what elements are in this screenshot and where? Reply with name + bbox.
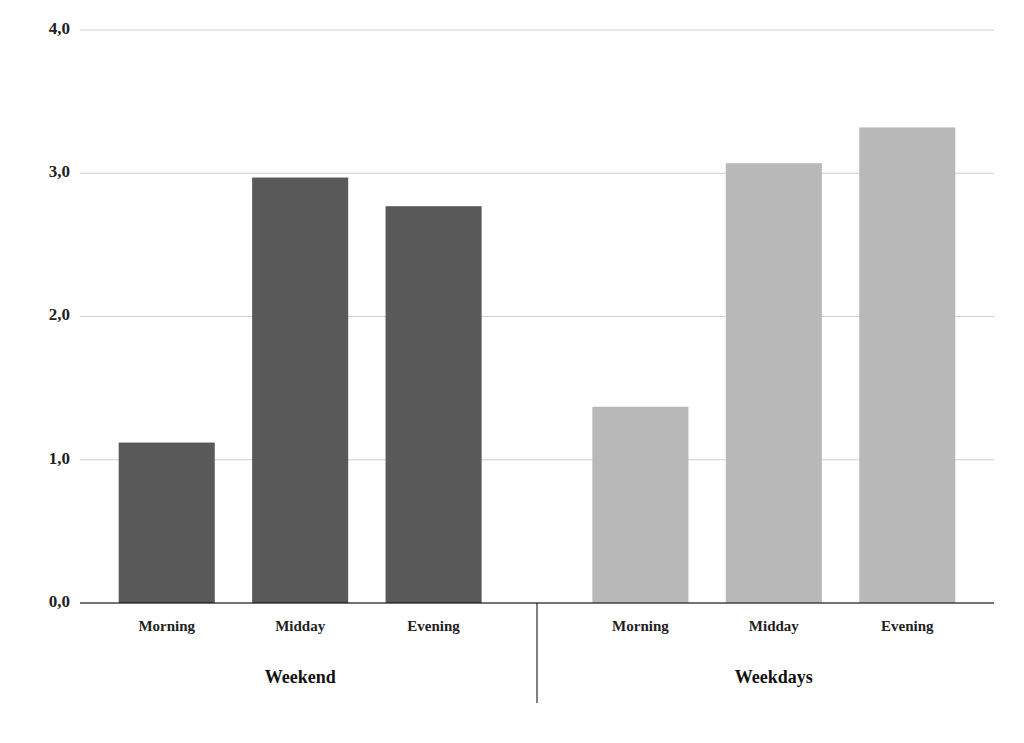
y-tick-label: 2,0	[49, 305, 70, 324]
y-tick-label: 1,0	[49, 449, 70, 468]
bar	[386, 206, 482, 603]
bar	[119, 443, 215, 603]
group-label: Weekend	[265, 667, 336, 687]
x-tick-label: Morning	[612, 618, 669, 634]
bar	[592, 407, 688, 603]
bars	[119, 127, 956, 603]
bar	[252, 178, 348, 603]
x-tick-label: Evening	[407, 618, 460, 634]
grid-line	[80, 173, 994, 174]
chart-container: 0,0 1,0 2,0 3,0 4,0 Morning Midday Evening Morni…	[0, 0, 1024, 743]
chart: 0,0 1,0 2,0 3,0 4,0 Morning Midday Evening Morni…	[0, 0, 1024, 743]
bar	[726, 163, 822, 603]
y-tick-label: 0,0	[49, 592, 70, 611]
grid	[80, 30, 994, 603]
group-separator	[537, 603, 538, 703]
x-tick-label: Midday	[275, 618, 326, 634]
x-tick-label: Evening	[881, 618, 934, 634]
y-tick-label: 4,0	[49, 19, 70, 38]
x-tick-label: Midday	[749, 618, 800, 634]
x-tick-label: Morning	[138, 618, 195, 634]
grid-line	[80, 316, 994, 317]
group-label: Weekdays	[735, 667, 813, 687]
grid-line	[80, 459, 994, 460]
grid-line	[80, 30, 994, 31]
bar	[859, 127, 955, 603]
y-tick-label: 3,0	[49, 162, 70, 181]
